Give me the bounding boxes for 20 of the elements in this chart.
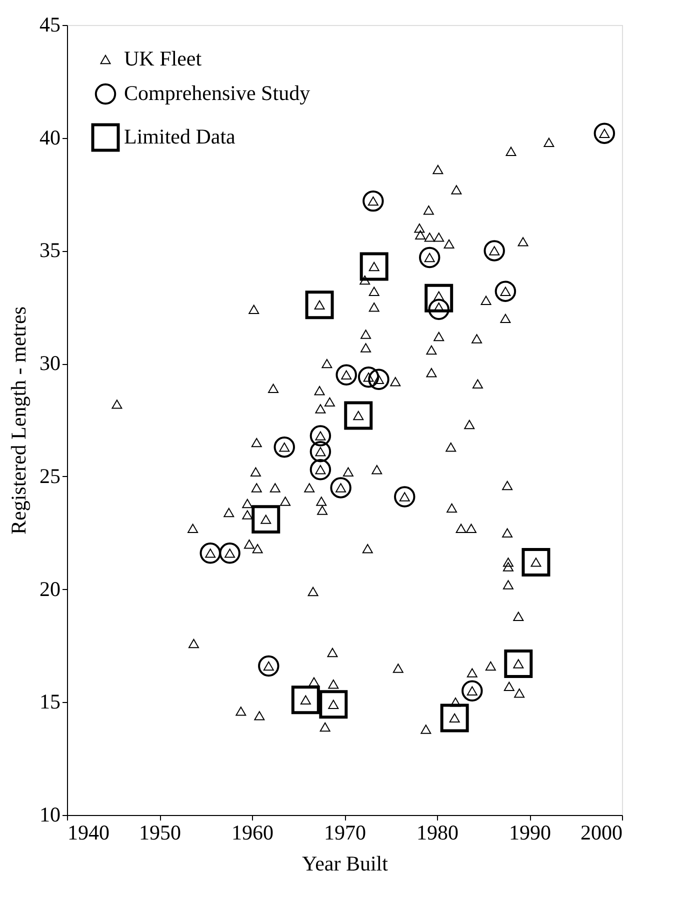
x-axis-title: Year Built [302,852,388,876]
y-tick-label: 30 [40,351,60,376]
y-tick-label: 35 [40,238,60,262]
y-tick-label: 15 [40,690,60,714]
y-tick-label: 20 [40,576,60,601]
y-axis-title: Registered Length - metres [6,306,30,535]
x-tick-label: 1960 [232,820,274,844]
x-tick-label: 1980 [416,820,458,844]
x-tick-label: 1940 [68,820,110,844]
legend-label: UK Fleet [124,46,202,70]
x-tick-label: 1950 [139,820,181,844]
y-tick-label: 10 [40,802,60,826]
legend-label: Limited Data [124,124,236,148]
legend-label: Comprehensive Study [124,81,311,105]
y-tick-label: 25 [40,464,60,488]
y-tick-label: 45 [40,12,60,36]
x-tick-label: 2000 [580,820,622,844]
y-tick-label: 40 [40,125,60,150]
x-tick-label: 1970 [324,820,366,844]
x-tick-label: 1990 [509,820,551,844]
